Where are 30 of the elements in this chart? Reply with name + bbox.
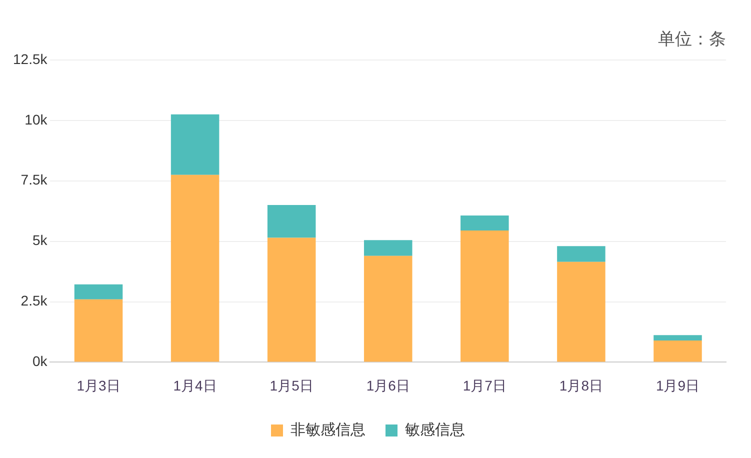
bar: [74, 299, 123, 362]
bar: [267, 238, 316, 362]
bar: [460, 230, 509, 362]
y-tick-label: 10k: [24, 111, 48, 128]
x-tick-label: 1月5日: [270, 377, 314, 394]
bar: [557, 246, 606, 262]
y-tick-label: 5k: [32, 232, 48, 248]
y-tick-label: 7.5k: [20, 172, 48, 188]
bar: [654, 335, 702, 340]
bar: [170, 114, 220, 175]
x-tick-label: 1月4日: [173, 377, 217, 394]
y-tick-label: 0k: [32, 353, 48, 370]
x-tick-label: 1月7日: [462, 377, 506, 394]
y-tick-label: 12.5k: [13, 50, 48, 67]
x-tick-label: 1月3日: [76, 377, 120, 394]
bar: [557, 262, 606, 362]
text: 单位：条: [658, 30, 726, 49]
bar: [267, 205, 316, 238]
bar: [74, 284, 123, 300]
bar: [654, 340, 702, 362]
bar: [364, 256, 412, 362]
legend-label: 敏感信息: [405, 422, 465, 439]
legend-label: 非敏感信息: [290, 422, 366, 439]
x-tick-label: 1月8日: [559, 377, 603, 394]
x-tick-label: 1月6日: [366, 377, 410, 394]
bar: [460, 215, 509, 230]
bar: [364, 240, 412, 256]
x-tick-label: 1月9日: [656, 377, 700, 394]
bar: [170, 174, 220, 362]
y-tick-label: 2.5k: [20, 292, 48, 309]
